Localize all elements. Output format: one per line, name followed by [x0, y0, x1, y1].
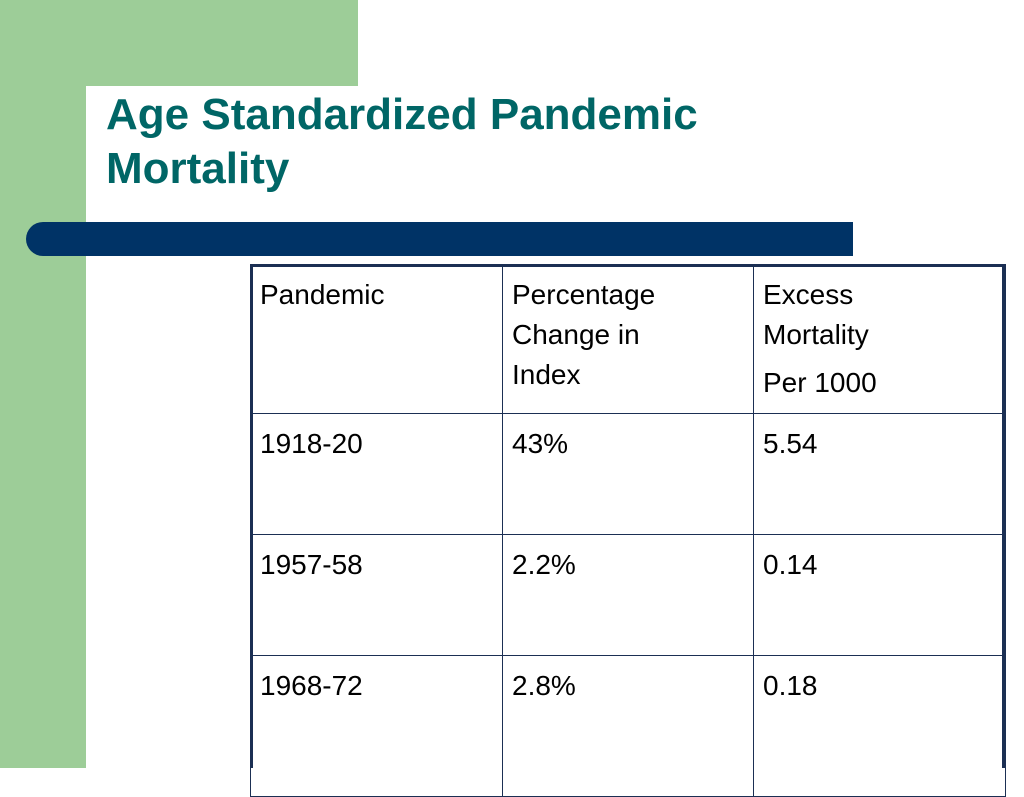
mortality-table: Pandemic Percentage Change in Index Exce… — [250, 264, 1006, 797]
header-percentage-line-2: Change in — [512, 319, 640, 350]
table-row: 1918-20 43% 5.54 — [250, 413, 1006, 535]
header-excess-mortality: Excess Mortality Per 1000 — [753, 264, 1006, 414]
cell-pandemic: 1957-58 — [250, 534, 503, 656]
table-body: 1918-20 43% 5.54 1957-58 2.2% 0.14 1968-… — [250, 413, 1006, 797]
slide-title: Age Standardized Pandemic Mortality — [106, 88, 866, 196]
table-row: 1968-72 2.8% 0.18 — [250, 655, 1006, 797]
header-excess-line-2: Mortality — [763, 319, 869, 350]
cell-excess-mortality: 5.54 — [753, 413, 1006, 535]
title-panel — [86, 86, 606, 246]
table-frame-left — [250, 264, 253, 768]
cell-percentage-change: 2.2% — [502, 534, 754, 656]
slide-title-line-1: Age Standardized Pandemic — [106, 90, 698, 139]
cell-pandemic: 1968-72 — [250, 655, 503, 797]
cell-pandemic: 1918-20 — [250, 413, 503, 535]
top-accent-block — [86, 0, 358, 86]
header-percentage-change: Percentage Change in Index — [502, 264, 754, 414]
cell-excess-mortality: 0.14 — [753, 534, 1006, 656]
header-excess-line-1: Excess — [763, 279, 854, 310]
header-percentage-line-1: Percentage — [512, 279, 656, 310]
table-frame-top — [250, 264, 1005, 267]
slide-title-line-2: Mortality — [106, 144, 290, 193]
header-pandemic: Pandemic — [250, 264, 503, 414]
title-divider-bar — [26, 222, 853, 256]
table-row: 1957-58 2.2% 0.14 — [250, 534, 1006, 656]
cell-percentage-change: 43% — [502, 413, 754, 535]
table-frame-right — [1002, 264, 1005, 768]
table-header: Pandemic Percentage Change in Index Exce… — [250, 264, 1006, 414]
cell-excess-mortality: 0.18 — [753, 655, 1006, 797]
left-accent-strip — [0, 0, 86, 768]
table-header-row: Pandemic Percentage Change in Index Exce… — [250, 264, 1006, 414]
cell-percentage-change: 2.8% — [502, 655, 754, 797]
header-percentage-line-3: Index — [512, 359, 581, 390]
header-excess-unit: Per 1000 — [763, 367, 877, 398]
